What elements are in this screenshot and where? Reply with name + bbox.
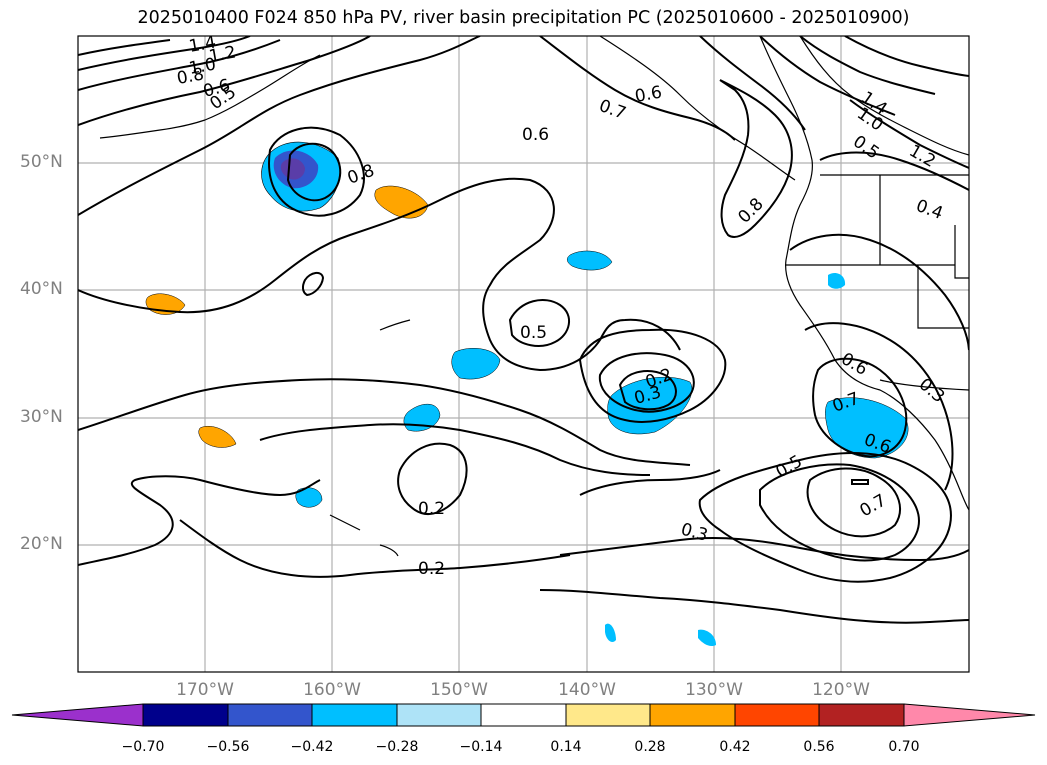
colorbar-segment [311, 703, 398, 727]
precip-patch-orange1 [374, 185, 429, 219]
colorbar-extend-min [11, 703, 144, 727]
contour-label: 1.0 [187, 55, 217, 79]
colorbar-tick: 0.70 [888, 739, 920, 755]
colorbar-segment [818, 703, 905, 727]
colorbar-tick: −0.42 [290, 739, 334, 755]
lon-label-140w: 140°W [558, 680, 616, 700]
lon-label-120w: 120°W [812, 680, 870, 700]
lon-label-160w: 160°W [303, 680, 361, 700]
contour-label: 0.5 [520, 323, 547, 343]
pv-contours [78, 36, 969, 624]
colorbar-segment [565, 703, 651, 727]
lat-label-50n: 50°N [20, 152, 63, 172]
colorbar-tick: 0.14 [550, 739, 582, 755]
lat-label-40n: 40°N [20, 279, 63, 299]
contour-label: 0.2 [418, 499, 445, 519]
lon-label-170w: 170°W [176, 680, 234, 700]
lon-label-130w: 130°W [685, 680, 743, 700]
colorbar-tick: −0.14 [459, 739, 503, 755]
precip-patch-mid [451, 348, 501, 380]
colorbar-tick: −0.70 [121, 739, 165, 755]
lat-label-20n: 20°N [20, 534, 63, 554]
precip-patch-aleutian-center [280, 158, 305, 180]
precip-patch-coast [825, 397, 909, 459]
colorbar-segment [142, 703, 229, 727]
colorbar-tick: 0.56 [803, 739, 835, 755]
colorbar-tick: 0.42 [719, 739, 751, 755]
contour-label: 0.2 [418, 559, 445, 579]
map-title: 2025010400 F024 850 hPa PV, river basin … [137, 8, 910, 28]
contour-label: 0.6 [633, 83, 663, 107]
map-frame [77, 35, 970, 673]
contour-label: 1.2 [207, 43, 237, 67]
colorbar-segment [734, 703, 820, 727]
colorbar-segment [480, 703, 567, 727]
colorbar-tick: −0.28 [375, 739, 419, 755]
colorbar-segment [649, 703, 736, 727]
contour-label: 0.6 [522, 125, 549, 145]
gridlines [78, 36, 969, 672]
coastlines [99, 36, 969, 557]
colorbar-tick: 0.28 [634, 739, 666, 755]
precip-patch-tiny3 [698, 629, 716, 647]
lon-label-150w: 150°W [430, 680, 488, 700]
precip-patch-tiny1 [295, 487, 323, 508]
lat-label-30n: 30°N [20, 407, 63, 427]
contour-label: 0.8 [175, 65, 205, 89]
colorbar-extend-max [903, 703, 1036, 727]
precip-patch-tiny4 [605, 623, 616, 643]
precip-patch-tiny2 [828, 273, 846, 289]
colorbar [11, 703, 1036, 727]
precip-patch-orange3 [198, 426, 237, 448]
colorbar-segment [227, 703, 313, 727]
colorbar-tick: −0.56 [206, 739, 250, 755]
map-frame-bg [78, 36, 969, 672]
precip-patch-small2 [567, 250, 613, 271]
colorbar-segment [396, 703, 482, 727]
